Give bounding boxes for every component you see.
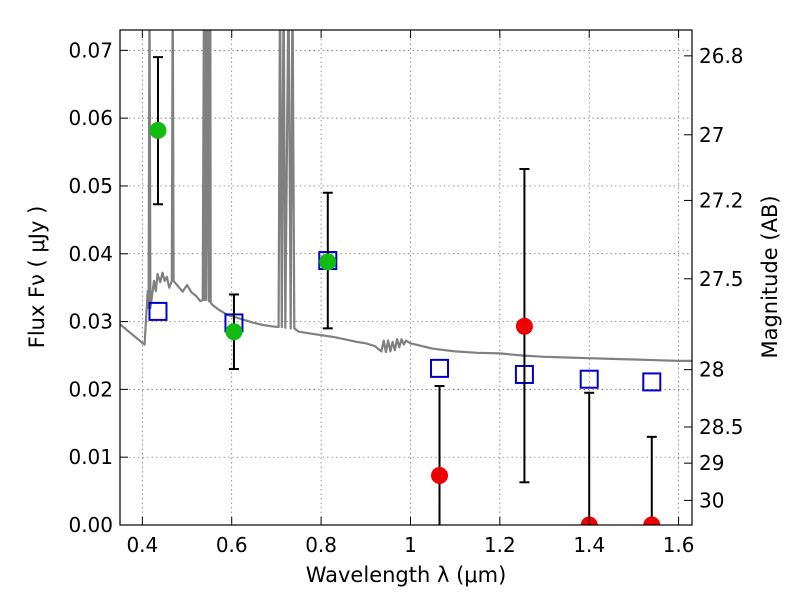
model-sed-line [120,30,692,362]
non-detection-point [643,516,661,525]
y-tick-label: 0.05 [68,174,113,198]
detection-point [149,121,167,139]
y2-tick-label: 29 [699,451,724,475]
x-tick-label: 0.8 [305,533,337,557]
x-tick-label: 1 [404,533,417,557]
y-tick-label: 0.06 [68,106,113,130]
y-tick-label: 0.07 [68,38,113,62]
y-tick-label: 0.03 [68,310,113,334]
y-axis-label: Flux Fν ( μJy ) [25,206,49,349]
grid [120,30,692,526]
model-photometry-marker [579,369,599,389]
y2-tick-label: 27 [699,123,724,147]
plot-area [120,30,692,525]
y2-tick-label: 26.8 [699,44,744,68]
non-detection-point [431,467,449,484]
y2-tick-label: 30 [699,488,724,512]
x-axis-label: Wavelength λ (μm) [306,563,507,587]
y-tick-label: 0.00 [68,513,113,537]
x-tick-label: 0.6 [216,533,248,557]
model-photometry-marker [642,372,662,392]
model-photometry-marker [148,301,168,321]
y2-tick-label: 28.5 [699,415,744,439]
plot-frame [119,29,693,526]
x-tick-label: 1.6 [663,533,695,557]
y-tick-label: 0.02 [68,377,113,401]
y2-tick-label: 28 [699,358,724,382]
y2-axis-label: Magnitude (AB) [758,195,782,358]
ticks: 0.4 0.6 0.8 1 1.2 1.4 1.6 0.00 0.01 0.02 0.03 0.04 0… [68,30,744,557]
y2-tick-label: 27.5 [699,267,744,291]
x-tick-label: 1.4 [573,533,605,557]
y-tick-label: 0.04 [68,242,113,266]
detection-point [319,253,337,271]
x-tick-label: 0.4 [126,533,158,557]
y2-tick-label: 27.2 [699,188,744,212]
x-tick-label: 1.2 [484,533,516,557]
non-detection-point [515,317,533,335]
detection-point [225,323,243,341]
y-tick-label: 0.01 [68,445,113,469]
model-photometry-marker [430,358,450,378]
